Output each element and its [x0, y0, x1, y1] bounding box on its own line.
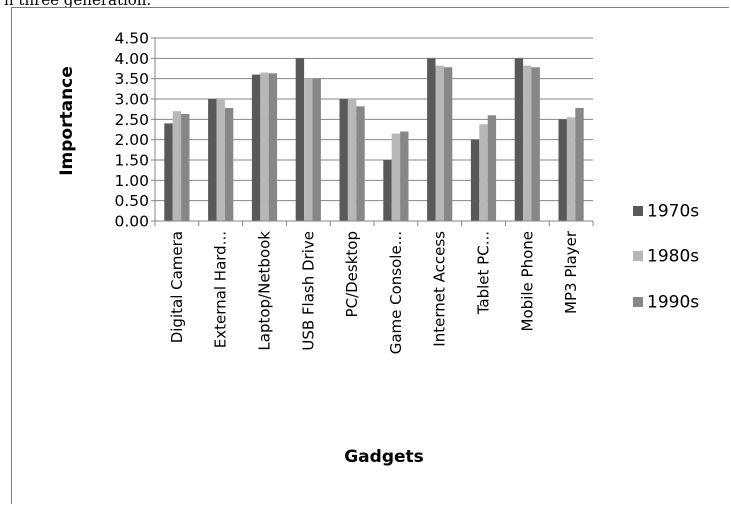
axes: [151, 37, 594, 226]
y-tick-label: 0.00: [114, 213, 149, 231]
bar-1970s: [251, 74, 261, 221]
bar-1980s: [304, 78, 313, 222]
bar-1970s: [164, 123, 173, 221]
y-tick-label: 3.00: [114, 91, 149, 109]
y-tick-label: 4.50: [114, 30, 149, 48]
y-tick-label: 1.00: [114, 172, 149, 190]
x-axis-title: Gadgets: [344, 447, 424, 467]
x-tick-label: USB Flash Drive: [299, 231, 317, 351]
x-tick-label: Internet Access: [431, 231, 449, 347]
bar-1990s: [531, 67, 540, 221]
bar-1980s: [566, 117, 576, 221]
legend-label-1970s: 1970s: [647, 202, 699, 222]
x-tick-label: Game Console...: [387, 231, 405, 354]
bar-1970s: [427, 58, 436, 222]
bar-1990s: [181, 114, 190, 221]
bar-1970s: [470, 139, 480, 221]
legend-swatch-1980s: [633, 251, 643, 261]
legend-label-1980s: 1980s: [647, 247, 699, 267]
bar-1970s: [383, 160, 392, 221]
x-tick-label: Mobile Phone: [518, 231, 536, 331]
y-tick-labels: 0.00 0.50 1.00 1.50 2.00 2.50 3.00 3.50 4.00 4.50: [114, 30, 149, 231]
bar-1970s: [514, 58, 524, 222]
x-tick-label: MP3 Player: [562, 230, 580, 314]
bar-1970s: [295, 58, 305, 222]
x-tick-label: External Hard...: [212, 231, 230, 348]
y-tick-label: 2.00: [114, 131, 149, 149]
bar-1970s: [558, 119, 567, 221]
y-tick-label: 4.00: [114, 50, 149, 68]
bar-1980s: [523, 65, 532, 221]
y-axis-title: Importance: [57, 66, 77, 176]
bar-1980s: [347, 99, 357, 221]
bar-1990s: [224, 107, 234, 221]
legend-swatch-1970s: [633, 206, 643, 216]
bar-1990s: [575, 107, 584, 221]
bar-1980s: [435, 65, 444, 221]
bar-1980s: [216, 99, 225, 221]
legend: 1970s 1980s 1990s: [633, 202, 699, 313]
x-tick-label: Digital Camera: [168, 231, 186, 343]
chart-frame: [11, 7, 729, 504]
bar-1980s: [391, 133, 401, 221]
x-tick-label: PC/Desktop: [343, 231, 361, 317]
y-tick-label: 0.50: [114, 192, 149, 210]
x-tick-label: Tablet PC...: [475, 231, 493, 315]
bar-1980s: [479, 124, 488, 221]
legend-swatch-1990s: [633, 297, 643, 307]
x-tick-labels: Digital Camera External Hard... Laptop/Net…: [168, 230, 580, 354]
bar-1990s: [312, 78, 321, 222]
bar-1970s: [339, 99, 348, 221]
bar-1990s: [268, 73, 278, 221]
page-header-fragment: n three generation.: [4, 0, 152, 9]
bar-1980s: [260, 72, 269, 221]
bar-1980s: [172, 111, 182, 221]
bar-1990s: [356, 106, 365, 221]
x-tick-label: Laptop/Netbook: [256, 231, 274, 351]
bar-1970s: [208, 99, 217, 221]
y-tick-label: 3.50: [114, 70, 149, 88]
bar-1990s: [400, 131, 409, 221]
y-tick-label: 1.50: [114, 152, 149, 170]
bar-1990s: [487, 115, 497, 221]
legend-label-1990s: 1990s: [647, 293, 699, 313]
bar-1990s: [443, 67, 453, 221]
bars: [164, 58, 584, 222]
y-tick-label: 2.50: [114, 111, 149, 129]
